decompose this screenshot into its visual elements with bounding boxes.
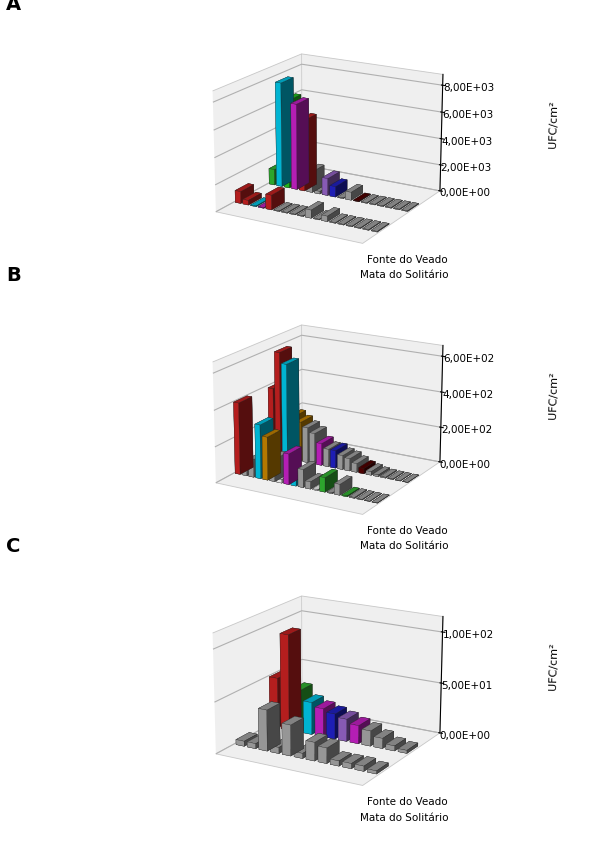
Text: Fonte do Veado: Fonte do Veado [367,526,448,536]
Text: B: B [6,267,21,285]
Text: C: C [6,538,21,556]
Text: Mata do Solitário: Mata do Solitário [359,541,448,551]
Text: Mata do Solitário: Mata do Solitário [359,270,448,280]
Text: Fonte do Veado: Fonte do Veado [367,255,448,265]
Text: A: A [6,0,21,14]
Text: Fonte do Veado: Fonte do Veado [367,797,448,807]
Text: Mata do Solitário: Mata do Solitário [359,812,448,822]
